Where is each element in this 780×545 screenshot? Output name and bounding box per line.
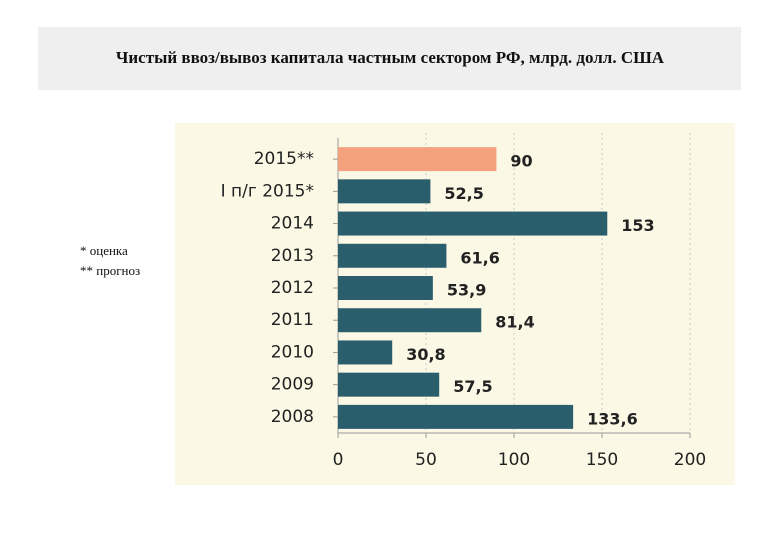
value-label: 90 (510, 152, 532, 171)
y-tick-label: 2011 (271, 310, 314, 330)
bar (338, 276, 433, 300)
x-tick-label: 0 (333, 450, 344, 470)
x-tick-label: 50 (415, 450, 437, 470)
y-tick-label: 2010 (271, 342, 314, 362)
x-tick-label: 200 (674, 450, 706, 470)
note: * оценка (80, 243, 128, 258)
bar (338, 243, 447, 268)
x-tick-label: 100 (498, 450, 530, 470)
plot-background (175, 123, 735, 485)
value-label: 52,5 (444, 184, 483, 203)
bar (338, 372, 440, 397)
x-tick-label: 150 (586, 450, 618, 470)
title-banner (38, 27, 741, 90)
y-tick-label: I п/г 2015* (221, 181, 314, 201)
bar (338, 404, 574, 429)
y-tick-label: 2012 (271, 278, 314, 298)
bar (338, 147, 497, 172)
bar (338, 308, 482, 333)
value-label: 133,6 (587, 409, 638, 428)
bar (338, 179, 431, 204)
y-tick-label: 2008 (271, 407, 314, 427)
value-label: 57,5 (453, 377, 492, 396)
y-tick-label: 2015** (254, 149, 314, 169)
value-label: 81,4 (495, 313, 534, 332)
value-label: 61,6 (460, 248, 499, 267)
y-tick-label: 2009 (271, 375, 314, 395)
chart-title: Чистый ввоз/вывоз капитала частным секто… (116, 48, 665, 67)
value-label: 53,9 (447, 281, 486, 300)
bar (338, 211, 608, 236)
note: ** прогноз (80, 263, 140, 278)
y-tick-label: 2014 (271, 214, 314, 234)
bar (338, 340, 393, 365)
y-tick-label: 2013 (271, 246, 314, 266)
value-label: 30,8 (406, 345, 445, 364)
value-label: 153 (621, 216, 654, 235)
